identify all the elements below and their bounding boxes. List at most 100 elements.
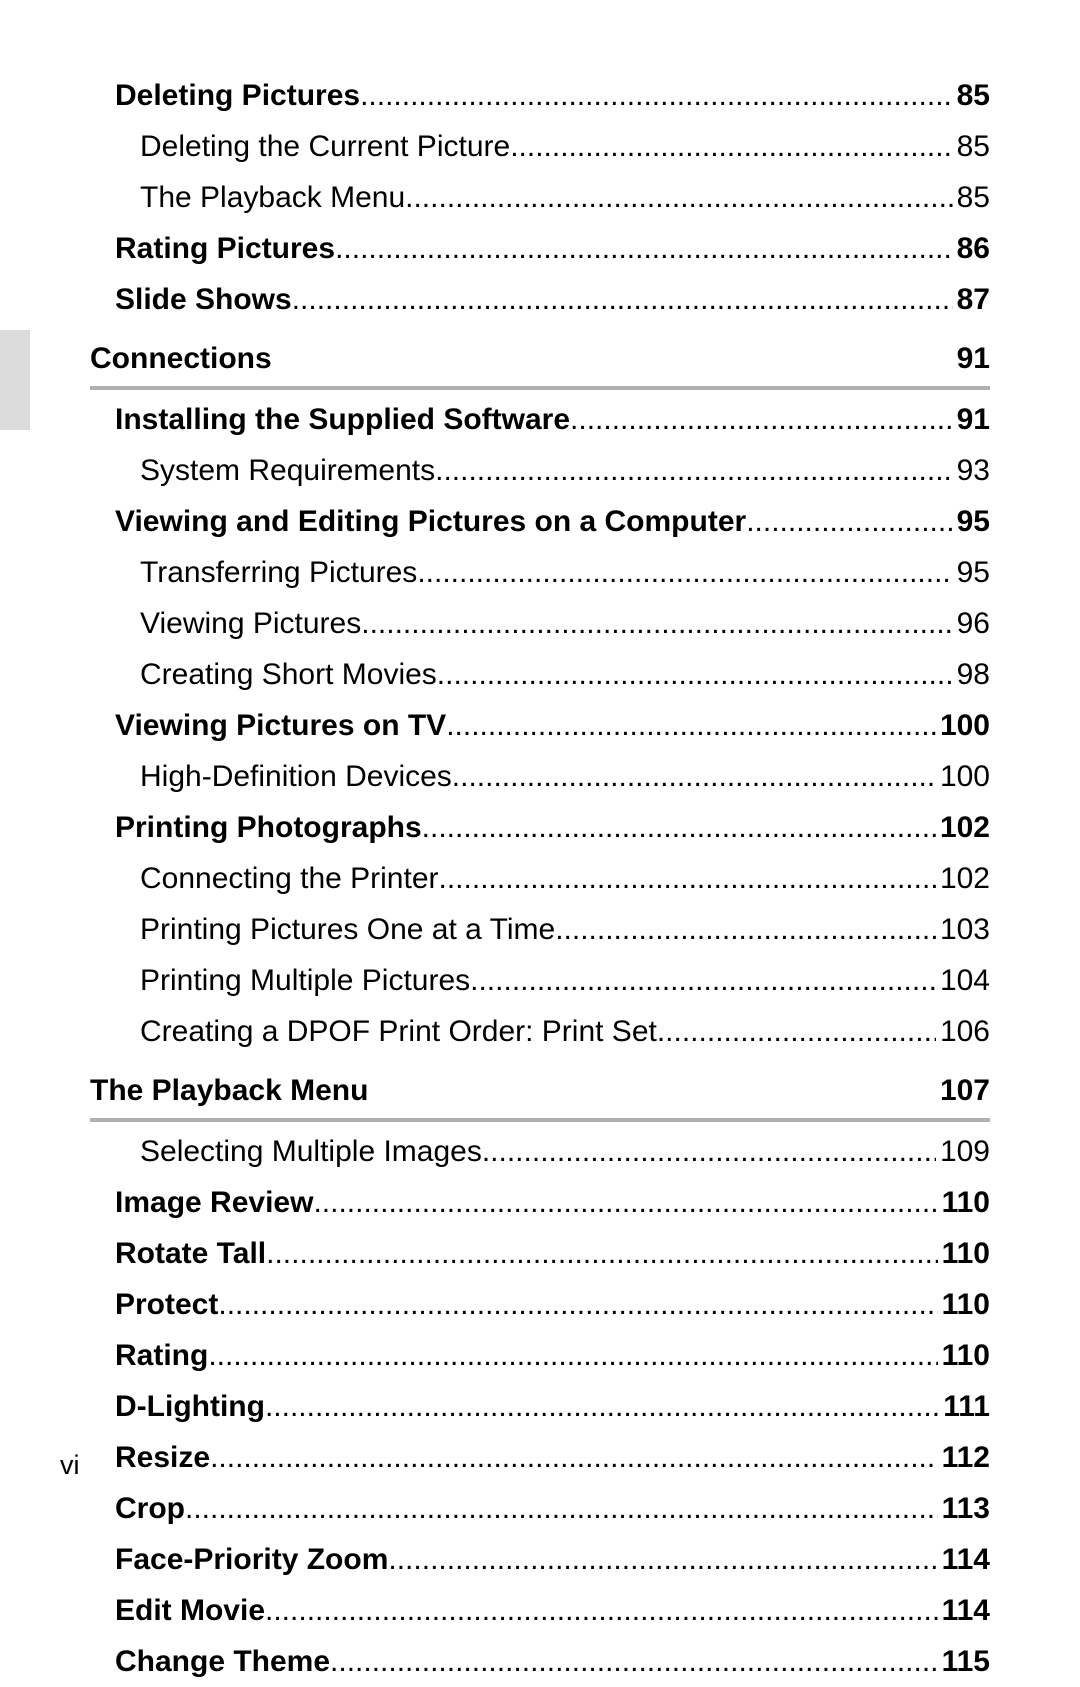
toc-entry-title: Deleting Pictures — [115, 70, 360, 121]
toc-entry-page: 86 — [953, 223, 990, 274]
section-page-number: 91 — [957, 333, 990, 384]
toc-entry-title: Slide Shows — [115, 274, 292, 325]
toc-leader-dots: ........................................… — [361, 598, 952, 649]
toc-entry-title: Viewing Pictures — [140, 598, 361, 649]
toc-leader-dots: ........................................… — [330, 1636, 938, 1687]
toc-leader-dots: ........................................… — [555, 904, 936, 955]
toc-entry: Creating a DPOF Print Order: Print Set..… — [140, 1006, 990, 1057]
toc-entry-title: Resize — [115, 1432, 210, 1483]
toc-entry-page: 110 — [938, 1177, 990, 1228]
toc-entry: Viewing Pictures on TV..................… — [115, 700, 990, 751]
toc-entry-title: Creating a DPOF Print Order: Print Set — [140, 1006, 657, 1057]
toc-entry-page: 114 — [938, 1534, 990, 1585]
toc-leader-dots: ........................................… — [313, 1177, 937, 1228]
toc-entry-page: 87 — [953, 274, 990, 325]
toc-entry: Resize..................................… — [115, 1432, 990, 1483]
toc-entry: The Playback Menu.......................… — [140, 172, 990, 223]
toc-entry: Selecting Multiple Images...............… — [140, 1126, 990, 1177]
section-page-number: 107 — [940, 1065, 990, 1116]
toc-entry-title: The Playback Menu — [140, 172, 405, 223]
table-of-contents: Deleting Pictures.......................… — [90, 70, 990, 1687]
toc-leader-dots: ........................................… — [388, 1534, 937, 1585]
section-title: The Playback Menu — [90, 1065, 368, 1116]
toc-entry-title: Change Theme — [115, 1636, 330, 1687]
toc-entry-title: Edit Movie — [115, 1585, 265, 1636]
toc-entry-title: System Requirements — [140, 445, 435, 496]
toc-leader-dots: ........................................… — [210, 1432, 938, 1483]
toc-entry-title: Rating — [115, 1330, 208, 1381]
toc-entry: D-Lighting..............................… — [115, 1381, 990, 1432]
toc-leader-dots: ........................................… — [470, 955, 936, 1006]
toc-entry: Edit Movie..............................… — [115, 1585, 990, 1636]
toc-entry-page: 98 — [953, 649, 990, 700]
toc-entry: Creating Short Movies...................… — [140, 649, 990, 700]
toc-leader-dots: ........................................… — [335, 223, 953, 274]
toc-entry: Viewing and Editing Pictures on a Comput… — [115, 496, 990, 547]
toc-entry-title: Deleting the Current Picture — [140, 121, 510, 172]
toc-entry-title: Face-Priority Zoom — [115, 1534, 388, 1585]
toc-entry-title: Transferring Pictures — [140, 547, 417, 598]
side-tab — [0, 330, 30, 430]
toc-leader-dots: ........................................… — [218, 1279, 937, 1330]
toc-entry-page: 85 — [953, 172, 990, 223]
section-heading: Connections 91 — [90, 333, 990, 390]
toc-leader-dots: ........................................… — [265, 1381, 939, 1432]
toc-entry: Rating..................................… — [115, 1330, 990, 1381]
toc-leader-dots: ........................................… — [482, 1126, 936, 1177]
toc-leader-dots: ........................................… — [657, 1006, 936, 1057]
toc-leader-dots: ........................................… — [185, 1483, 938, 1534]
toc-entry-title: Viewing and Editing Pictures on a Comput… — [115, 496, 746, 547]
toc-entry: Transferring Pictures...................… — [140, 547, 990, 598]
toc-entry-page: 110 — [938, 1228, 990, 1279]
toc-entry-page: 106 — [936, 1006, 990, 1057]
toc-leader-dots: ........................................… — [265, 1585, 938, 1636]
toc-entry-page: 85 — [953, 70, 990, 121]
toc-entry-title: Selecting Multiple Images — [140, 1126, 482, 1177]
toc-entry: Face-Priority Zoom......................… — [115, 1534, 990, 1585]
toc-entry-page: 114 — [938, 1585, 990, 1636]
section-heading: The Playback Menu 107 — [90, 1065, 990, 1122]
toc-entry-page: 111 — [939, 1381, 990, 1432]
toc-entry-page: 103 — [936, 904, 990, 955]
toc-entry-title: Installing the Supplied Software — [115, 394, 570, 445]
toc-entry: Deleting Pictures.......................… — [115, 70, 990, 121]
toc-entry: Change Theme............................… — [115, 1636, 990, 1687]
toc-leader-dots: ........................................… — [446, 700, 936, 751]
toc-entry-page: 110 — [938, 1279, 990, 1330]
toc-entry-page: 85 — [953, 121, 990, 172]
toc-entry-page: 112 — [938, 1432, 990, 1483]
toc-entry-title: Printing Pictures One at a Time — [140, 904, 555, 955]
toc-leader-dots: ........................................… — [422, 802, 936, 853]
toc-entry-page: 100 — [936, 700, 990, 751]
toc-entry-title: Viewing Pictures on TV — [115, 700, 446, 751]
toc-leader-dots: ........................................… — [746, 496, 952, 547]
toc-leader-dots: ........................................… — [417, 547, 952, 598]
toc-entry-page: 95 — [953, 496, 990, 547]
toc-entry: Protect.................................… — [115, 1279, 990, 1330]
toc-entry: Rotate Tall.............................… — [115, 1228, 990, 1279]
toc-entry-title: High-Definition Devices — [140, 751, 452, 802]
toc-entry: Printing Multiple Pictures..............… — [140, 955, 990, 1006]
toc-entry: Installing the Supplied Software........… — [115, 394, 990, 445]
toc-entry: Crop....................................… — [115, 1483, 990, 1534]
toc-entry: Slide Shows.............................… — [115, 274, 990, 325]
toc-entry: High-Definition Devices.................… — [140, 751, 990, 802]
toc-leader-dots: ........................................… — [435, 445, 953, 496]
toc-entry-title: D-Lighting — [115, 1381, 265, 1432]
toc-entry-page: 115 — [938, 1636, 990, 1687]
toc-leader-dots: ........................................… — [360, 70, 953, 121]
toc-entry-page: 110 — [938, 1330, 990, 1381]
section-title: Connections — [90, 333, 272, 384]
toc-entry: Viewing Pictures........................… — [140, 598, 990, 649]
toc-entry: Printing Pictures One at a Time.........… — [140, 904, 990, 955]
toc-entry-page: 100 — [936, 751, 990, 802]
toc-leader-dots: ........................................… — [570, 394, 953, 445]
toc-entry-title: Crop — [115, 1483, 185, 1534]
toc-entry-title: Rotate Tall — [115, 1228, 266, 1279]
toc-entry-title: Rating Pictures — [115, 223, 335, 274]
toc-entry-page: 113 — [938, 1483, 990, 1534]
toc-leader-dots: ........................................… — [405, 172, 952, 223]
toc-entry: Connecting the Printer..................… — [140, 853, 990, 904]
toc-entry-page: 102 — [936, 802, 990, 853]
toc-leader-dots: ........................................… — [452, 751, 936, 802]
